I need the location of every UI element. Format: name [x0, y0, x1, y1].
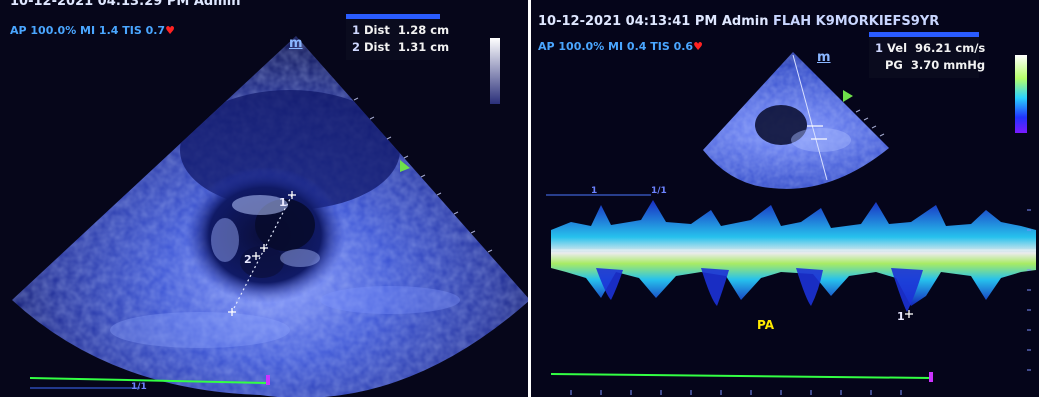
left-measurement-row-1: 1 Dist 1.28 cm [352, 23, 450, 37]
right-header-patient: FLAH K9MORKIEFS9YR [773, 14, 940, 29]
doppler-spectrum [551, 200, 1036, 312]
heart-icon: ♥ [693, 40, 703, 53]
left-sector-image [12, 36, 528, 397]
velocity-scale [1027, 209, 1031, 371]
right-ap-text: AP 100.0% MI 0.4 TIS 0.6 [538, 40, 694, 53]
left-ap-line: AP 100.0% MI 1.4 TIS 0.7♥ [10, 24, 175, 37]
left-caliper-label-2: 2 [244, 253, 252, 266]
left-header-datetime: 10-12-2021 04:13:29 PM Admin [10, 0, 241, 9]
left-m-marker: m [289, 36, 303, 51]
right-m-marker: m [817, 50, 831, 65]
left-ap-text: AP 100.0% MI 1.4 TIS 0.7 [10, 24, 166, 37]
left-measurement-box: 1 Dist 1.28 cm 2 Dist 1.31 cm [346, 14, 450, 60]
right-scale-mark-2: 1/1 [651, 186, 667, 196]
right-doppler-image [546, 52, 1036, 395]
right-ultrasound-panel: 10-12-2021 04:13:41 PM Admin FLAH K9MORK… [531, 0, 1039, 397]
right-measurement-row-1: 1 Vel 96.21 cm/s [875, 41, 986, 55]
color-scale-bar [1015, 55, 1027, 133]
right-header-datetime: 10-12-2021 04:13:41 PM Admin [538, 14, 769, 29]
left-caliper-label-1: 1 [279, 196, 287, 209]
right-scale-mark-1: 1 [591, 186, 598, 196]
right-focus-marker-icon [843, 90, 853, 102]
right-caliper-label: 1 [897, 310, 905, 323]
right-measurement-row-2: PG 3.70 mmHg [885, 58, 986, 72]
right-caliper-marker [905, 310, 913, 318]
left-measurement-row-2: 2 Dist 1.31 cm [352, 40, 450, 54]
left-ultrasound-panel: 10-12-2021 04:13:29 PM Admin AP 100.0% M… [0, 0, 528, 397]
focus-marker-icon [400, 160, 410, 172]
right-measurement-box: 1 Vel 96.21 cm/s PG 3.70 mmHg [869, 32, 986, 78]
left-scale-label: 1/1 [131, 382, 147, 392]
heart-icon: ♥ [165, 24, 175, 37]
gray-scale-bar [490, 38, 500, 104]
pa-label: PA [757, 318, 774, 332]
right-ap-line: AP 100.0% MI 0.4 TIS 0.6♥ [538, 40, 703, 53]
caliper-markers [228, 191, 296, 316]
